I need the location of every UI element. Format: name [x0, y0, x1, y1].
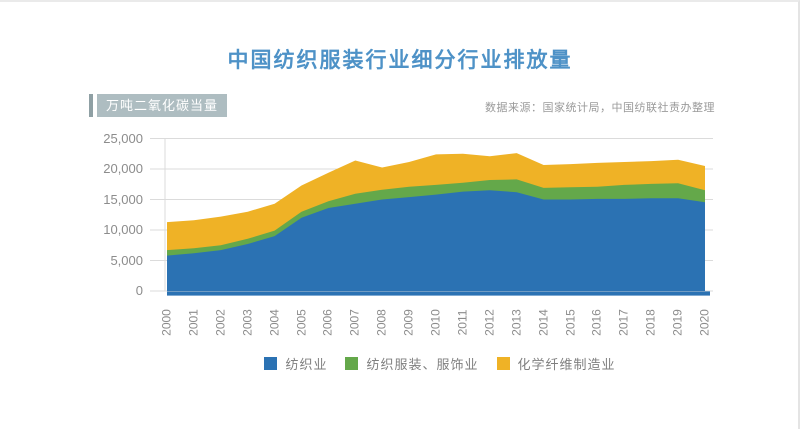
legend-label: 化学纤维制造业 — [517, 357, 616, 372]
x-axis-tick-label: 2003 — [240, 309, 255, 336]
x-axis-tick-label: 2007 — [347, 309, 362, 336]
x-axis-tick-label: 2014 — [536, 309, 551, 336]
x-axis-tick-label: 2008 — [374, 309, 389, 336]
unit-label-accent-bar — [89, 94, 93, 117]
x-axis-tick-label: 2012 — [482, 309, 497, 336]
x-axis-tick-label: 2006 — [320, 309, 335, 336]
legend-item: 纺织业 — [264, 354, 327, 373]
x-axis-tick-label: 2001 — [186, 309, 201, 336]
x-axis-tick-label: 2017 — [616, 309, 631, 336]
x-axis-tick-label: 2011 — [455, 309, 470, 336]
y-axis-tick-label: 5,000 — [110, 252, 143, 268]
legend-swatch-icon — [264, 357, 278, 370]
x-axis-tick-label: 2004 — [267, 309, 282, 336]
y-axis-tick-label: 20,000 — [103, 161, 143, 176]
legend-swatch-icon — [496, 357, 510, 370]
x-axis-tick-label: 2000 — [159, 309, 174, 336]
x-axis-tick-label: 2018 — [643, 309, 658, 336]
x-axis-tick-label: 2019 — [670, 309, 685, 336]
x-axis-tick-label: 2009 — [401, 309, 416, 336]
x-axis-tick-label: 2002 — [213, 309, 228, 336]
x-axis-tick-label: 2010 — [428, 309, 443, 336]
y-axis-tick-label: 15,000 — [103, 191, 143, 207]
x-axis-tick-label: 2020 — [697, 309, 712, 336]
data-source-note: 数据来源：国家统计局，中国纺联社责办整理 — [485, 102, 715, 114]
x-axis-line — [167, 291, 710, 296]
legend-label: 纺织业 — [285, 357, 328, 372]
x-axis-tick-label: 2005 — [294, 309, 308, 336]
x-axis-tick-label: 2013 — [509, 309, 524, 336]
x-axis-tick-label: 2016 — [589, 309, 604, 336]
y-axis-tick-label: 25,000 — [103, 130, 143, 146]
y-axis-tick-label: 0 — [135, 283, 143, 298]
stacked-area-chart — [150, 138, 713, 296]
x-axis-tick-label: 2015 — [563, 309, 577, 336]
unit-axis-label: 万吨二氧化碳当量 — [97, 94, 228, 117]
legend: 纺织业 纺织服装、服饰业 化学纤维制造业 — [165, 354, 715, 373]
y-axis-tick-label: 10,000 — [103, 222, 143, 237]
legend-label: 纺织服装、服饰业 — [366, 357, 479, 372]
legend-item: 化学纤维制造业 — [496, 354, 616, 373]
legend-item: 纺织服装、服饰业 — [345, 354, 478, 373]
legend-swatch-icon — [345, 357, 359, 370]
y-axis-labels: 0 5,000 10,000 15,000 20,000 25,000 — [85, 2, 143, 429]
chart-title: 中国纺织服装行业细分行业排放量 — [227, 49, 573, 72]
area-textile-industry — [167, 190, 705, 291]
